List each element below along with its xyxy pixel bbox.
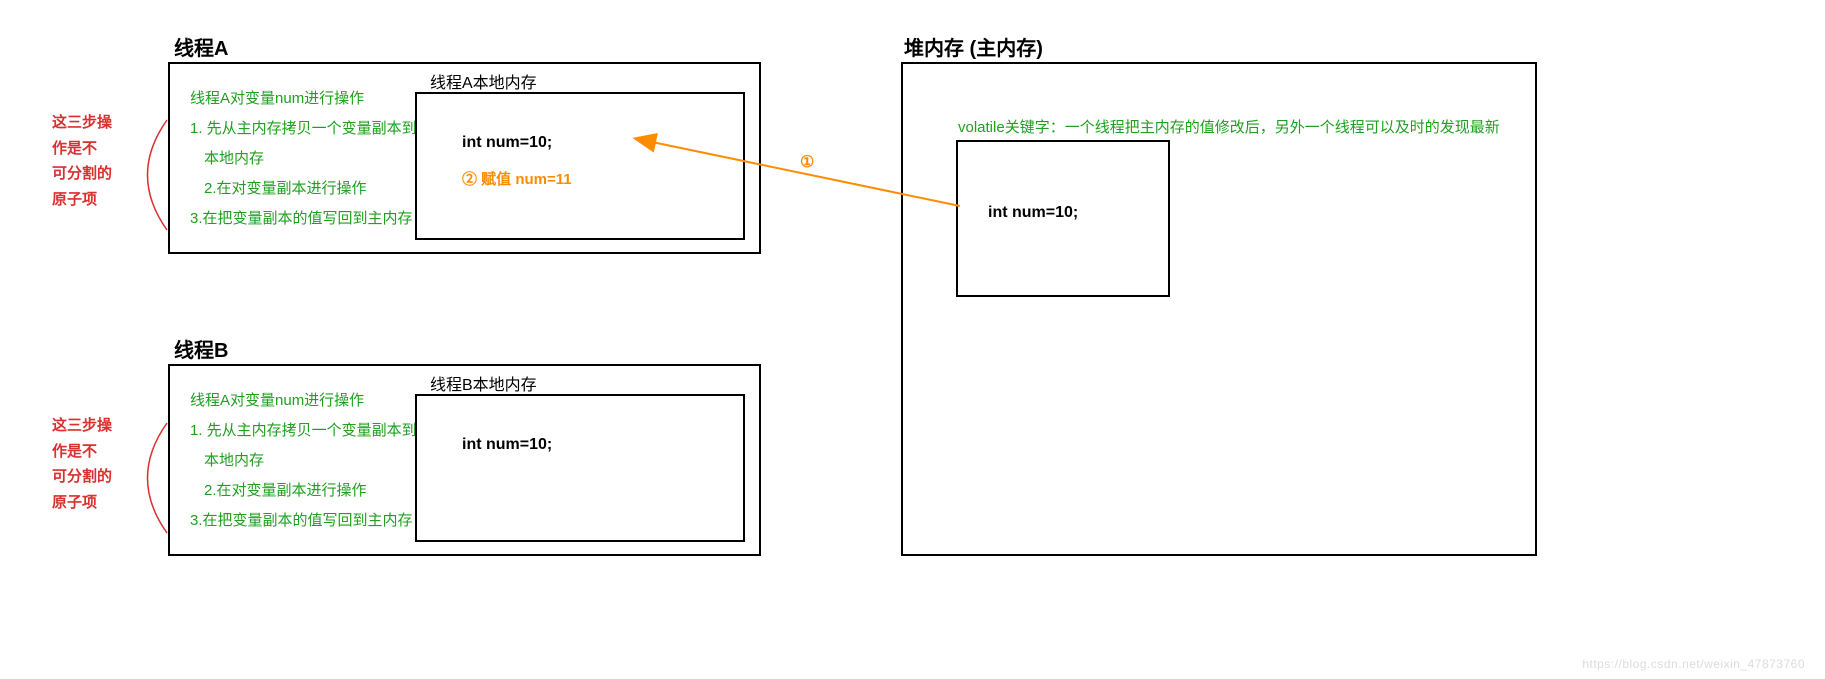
left-note-a-line1: 这三步操 xyxy=(52,110,112,136)
thread-b-local-label: 线程B本地内存 xyxy=(430,371,537,395)
left-note-b-line3: 可分割的 xyxy=(52,464,112,490)
thread-a-step3: 3.在把变量副本的值写回到主内存 xyxy=(190,204,425,234)
bracket-a xyxy=(148,120,168,230)
thread-b-steps: 线程A对变量num进行操作 1. 先从主内存拷贝一个变量副本到 本地内存 2.在… xyxy=(190,386,425,536)
thread-a-inner-box: int num=10; ② 赋值 num=11 xyxy=(415,92,745,240)
left-note-a-line4: 原子项 xyxy=(52,187,112,213)
thread-b-step1b: 本地内存 xyxy=(190,446,425,476)
thread-a-step1: 1. 先从主内存拷贝一个变量副本到 xyxy=(190,114,425,144)
thread-b-code: int num=10; xyxy=(462,436,552,454)
thread-a-step2: 2.在对变量副本进行操作 xyxy=(190,174,425,204)
thread-a-local-label: 线程A本地内存 xyxy=(430,69,537,93)
heap-outer-box: volatile关键字：一个线程把主内存的值修改后，另外一个线程可以及时的发现最… xyxy=(901,62,1537,556)
thread-b-step3: 3.在把变量副本的值写回到主内存 xyxy=(190,506,425,536)
left-note-a-line2: 作是不 xyxy=(52,136,112,162)
thread-a-assign: ② 赋值 num=11 xyxy=(462,168,572,189)
heap-inner-box: int num=10; xyxy=(956,140,1170,297)
thread-a-code: int num=10; xyxy=(462,134,572,152)
left-note-b-line2: 作是不 xyxy=(52,439,112,465)
thread-a-steps-title: 线程A对变量num进行操作 xyxy=(190,84,425,114)
left-note-a: 这三步操 作是不 可分割的 原子项 xyxy=(52,110,112,212)
watermark: https://blog.csdn.net/weixin_47873760 xyxy=(1582,657,1805,671)
left-note-b: 这三步操 作是不 可分割的 原子项 xyxy=(52,413,112,515)
thread-b-steps-title: 线程A对变量num进行操作 xyxy=(190,386,425,416)
left-note-b-line4: 原子项 xyxy=(52,490,112,516)
arrow-step-label: ① xyxy=(800,152,814,172)
thread-a-title: 线程A xyxy=(174,32,228,61)
bracket-b xyxy=(148,423,168,533)
thread-b-step1: 1. 先从主内存拷贝一个变量副本到 xyxy=(190,416,425,446)
thread-a-step1b: 本地内存 xyxy=(190,144,425,174)
thread-b-step2: 2.在对变量副本进行操作 xyxy=(190,476,425,506)
thread-b-inner-box: int num=10; xyxy=(415,394,745,542)
thread-a-steps: 线程A对变量num进行操作 1. 先从主内存拷贝一个变量副本到 本地内存 2.在… xyxy=(190,84,425,234)
heap-title: 堆内存 (主内存) xyxy=(904,32,1043,61)
heap-code: int num=10; xyxy=(988,204,1078,222)
left-note-a-line3: 可分割的 xyxy=(52,161,112,187)
thread-b-title: 线程B xyxy=(174,334,228,363)
left-note-b-line1: 这三步操 xyxy=(52,413,112,439)
